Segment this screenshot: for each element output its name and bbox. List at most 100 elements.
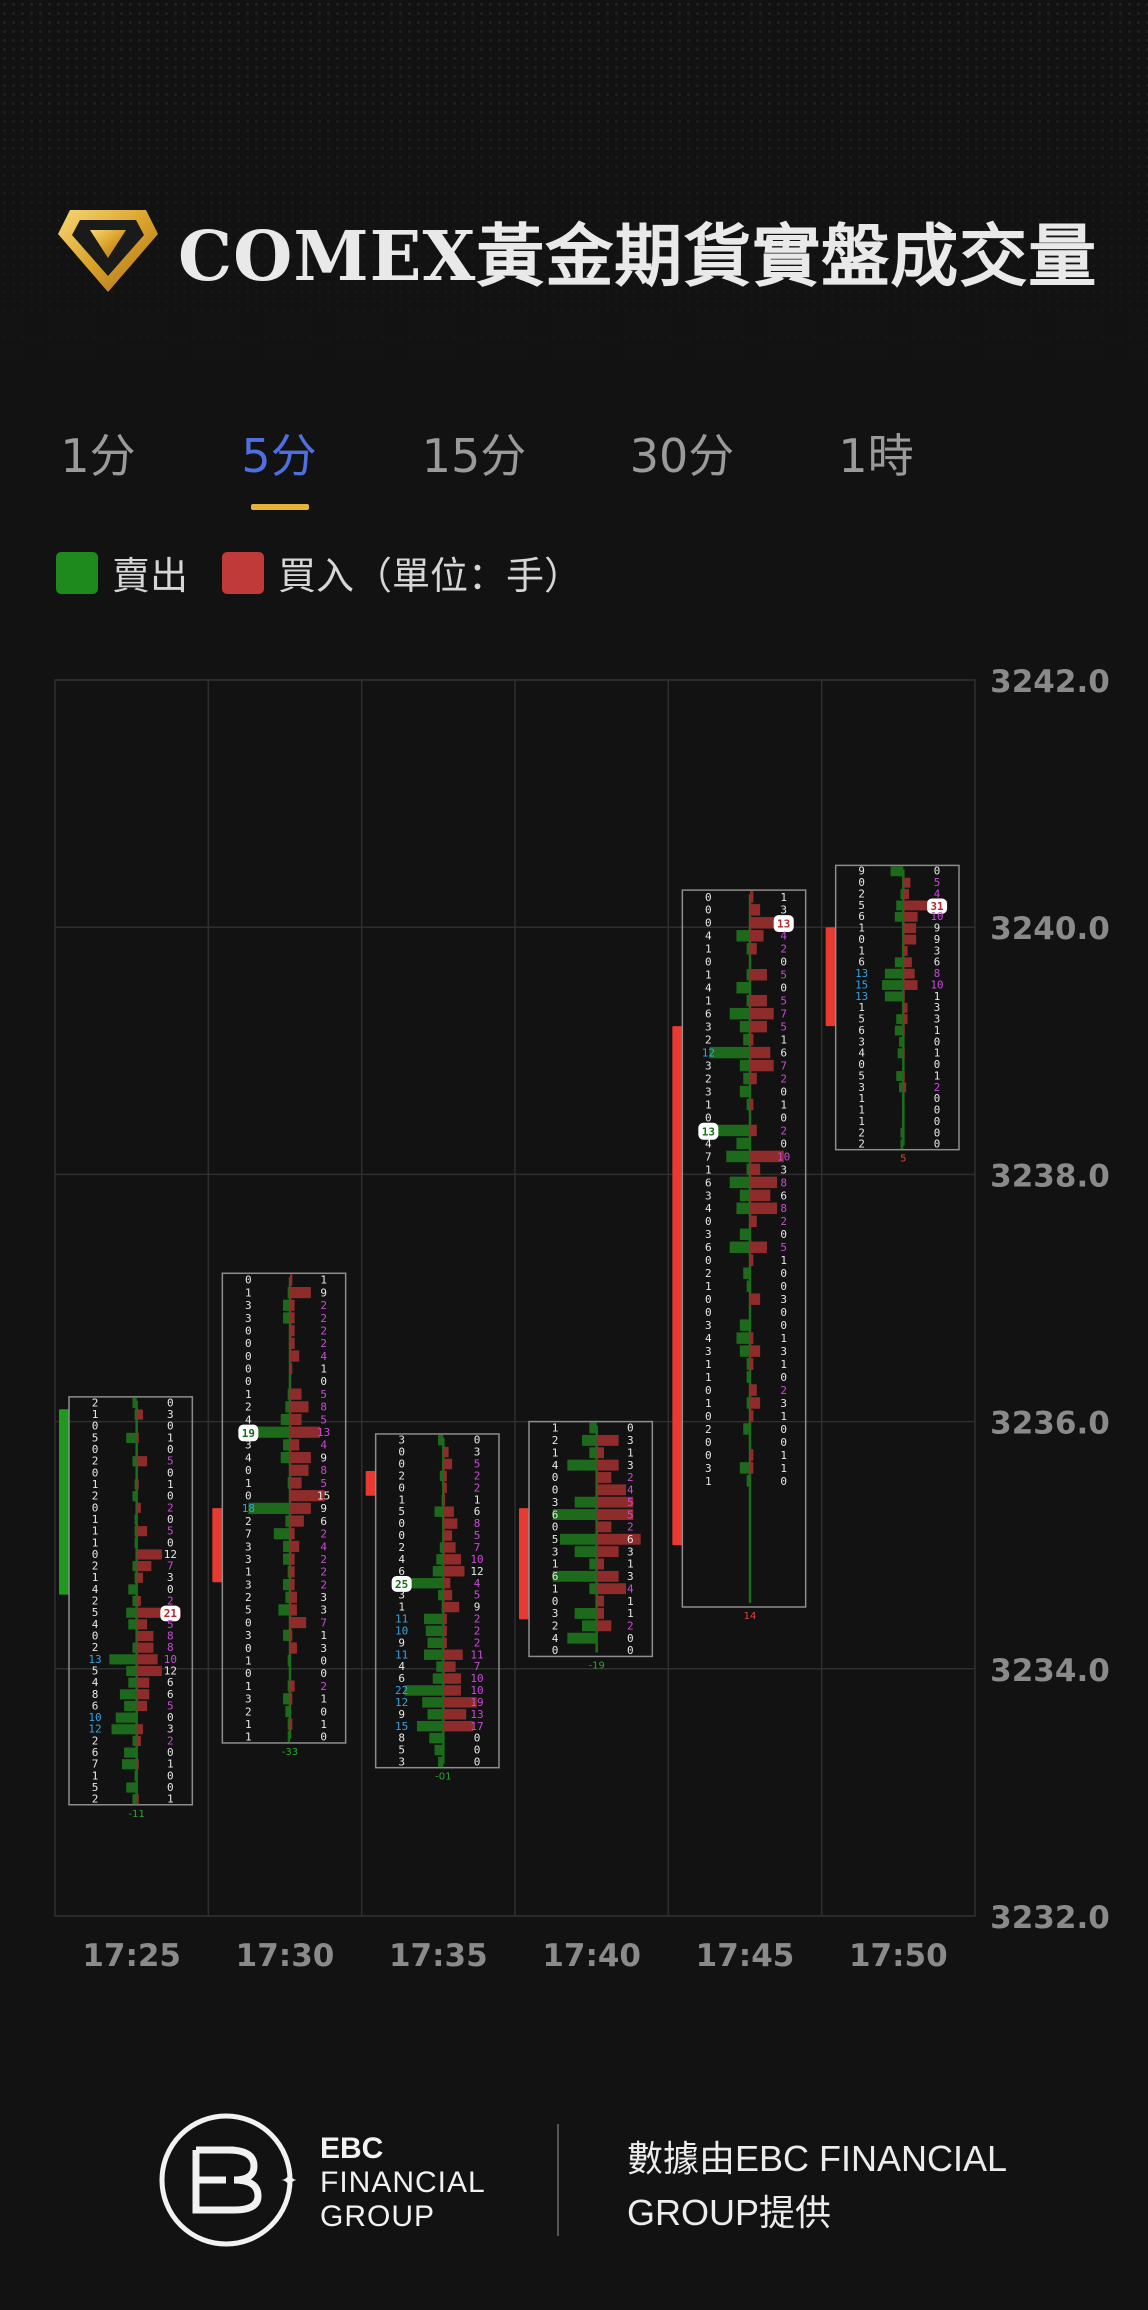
buy-volume-value: 2 <box>627 1521 634 1534</box>
sell-volume-value: 4 <box>245 1413 252 1426</box>
tab-15min[interactable]: 15分 <box>421 429 527 483</box>
buy-volume-value: 2 <box>320 1553 327 1566</box>
sell-volume-value: 1 <box>705 1475 712 1488</box>
sell-volume-value: 1 <box>858 1092 865 1105</box>
sell-volume-value: 1 <box>705 995 712 1008</box>
buy-volume-value: 0 <box>167 1396 174 1409</box>
buy-volume-value: 2 <box>320 1299 327 1312</box>
sell-volume-value: 0 <box>245 1274 252 1287</box>
buy-volume-value: 19 <box>470 1696 483 1709</box>
sell-volume-value: 1 <box>705 1371 712 1384</box>
buy-volume-bar <box>443 1673 461 1684</box>
sell-volume-bar <box>439 1542 444 1553</box>
sell-volume-value: 11 <box>395 1648 408 1661</box>
tab-1hour[interactable]: 1時 <box>838 429 914 483</box>
buy-volume-bar <box>290 1299 295 1311</box>
buy-volume-bar <box>443 1685 461 1696</box>
buy-volume-value: 3 <box>934 1013 941 1026</box>
sell-volume-value: 3 <box>398 1589 405 1602</box>
buy-swatch <box>222 551 265 594</box>
candle-body <box>672 1026 683 1546</box>
sell-volume-bar <box>589 1583 597 1595</box>
sell-volume-bar <box>736 1137 750 1150</box>
sell-volume-bar <box>128 1584 137 1595</box>
sell-volume-value: 3 <box>398 1434 405 1447</box>
sell-volume-value: 1 <box>245 1388 252 1401</box>
sell-volume-bar <box>746 1163 750 1176</box>
sell-volume-value: 25 <box>395 1578 408 1591</box>
sell-volume-value: 5 <box>858 1069 865 1082</box>
buy-volume-bar <box>136 1689 150 1700</box>
buy-volume-bar <box>136 1700 148 1712</box>
sell-volume-value: 1 <box>705 1163 712 1176</box>
buy-volume-bar <box>596 1583 626 1595</box>
tab-1min[interactable]: 1分 <box>60 429 136 483</box>
sell-volume-bar <box>746 1371 750 1383</box>
buy-volume-bar <box>750 930 764 942</box>
buy-volume-bar <box>136 1607 181 1618</box>
buy-volume-value: 0 <box>780 1475 787 1488</box>
sell-volume-bar <box>283 1299 290 1311</box>
delta-value: -19 <box>588 1660 604 1671</box>
buy-volume-bar <box>443 1470 447 1482</box>
sell-volume-value: 2 <box>245 1705 252 1718</box>
buy-volume-value: 3 <box>627 1459 634 1472</box>
buy-highlight-badge <box>927 898 947 914</box>
sell-volume-value: 1 <box>858 922 865 935</box>
sell-volume-bar <box>896 1014 904 1025</box>
delta-value: -11 <box>128 1809 144 1820</box>
sell-volume-bar <box>436 1661 444 1672</box>
footprint-box <box>221 1272 347 1744</box>
sell-volume-bar <box>434 1506 444 1517</box>
sell-volume-value: 0 <box>552 1521 559 1534</box>
buy-volume-value: 13 <box>470 1708 483 1721</box>
buy-volume-value: 0 <box>780 1137 787 1150</box>
sell-volume-bar <box>438 1434 444 1446</box>
buy-volume-value: 7 <box>780 1059 787 1072</box>
buy-volume-bar <box>750 891 754 903</box>
buy-volume-value: 5 <box>780 995 787 1008</box>
sell-volume-bar <box>746 1475 750 1487</box>
buy-volume-value: 6 <box>934 956 941 969</box>
sell-volume-bar <box>283 1629 290 1641</box>
buy-volume-value: 7 <box>167 1560 174 1573</box>
x-tick-label: 17:40 <box>542 1938 641 1974</box>
sell-volume-value: 13 <box>855 990 868 1003</box>
sell-volume-value: 15 <box>395 1720 408 1733</box>
sell-volume-value: 6 <box>92 1746 99 1759</box>
sell-volume-bar <box>436 1554 444 1565</box>
sell-volume-bar <box>280 1451 290 1464</box>
sell-volume-bar <box>285 1705 290 1718</box>
sell-volume-bar <box>736 981 750 994</box>
tab-30min[interactable]: 30分 <box>629 429 735 483</box>
sell-volume-value: 0 <box>245 1363 252 1376</box>
sell-volume-bar <box>132 1642 137 1653</box>
sell-volume-value: 5 <box>92 1781 99 1794</box>
ebc-logo-icon: ✦ <box>159 2113 296 2247</box>
sell-volume-value: 4 <box>552 1459 559 1472</box>
sell-volume-value: 0 <box>245 1324 252 1337</box>
buy-volume-value: 0 <box>474 1756 481 1769</box>
buy-volume-value: 6 <box>780 1046 787 1059</box>
sell-volume-value: 1 <box>552 1558 559 1571</box>
buy-volume-bar <box>596 1496 634 1508</box>
sell-volume-value: 3 <box>552 1545 559 1558</box>
buy-volume-bar <box>750 1345 761 1357</box>
buy-volume-value: 3 <box>167 1408 174 1421</box>
sell-volume-bar <box>901 1116 904 1127</box>
sell-volume-bar <box>900 1127 904 1138</box>
buy-volume-bar <box>290 1312 295 1324</box>
sell-volume-value: 0 <box>398 1481 405 1494</box>
buy-volume-bar <box>750 1007 774 1020</box>
sell-volume-value: 2 <box>92 1793 99 1806</box>
tab-5min[interactable]: 5分 <box>241 429 317 483</box>
buy-volume-bar <box>136 1642 154 1653</box>
sell-volume-value: 0 <box>705 1215 712 1228</box>
buy-volume-bar <box>750 1449 754 1461</box>
buy-volume-value: 1 <box>934 1024 941 1037</box>
sell-volume-bar <box>128 1619 137 1630</box>
sell-volume-bar <box>283 1312 290 1324</box>
buy-volume-bar <box>443 1542 456 1553</box>
sell-volume-value: 0 <box>245 1350 252 1363</box>
buy-volume-value: 1 <box>474 1493 481 1506</box>
